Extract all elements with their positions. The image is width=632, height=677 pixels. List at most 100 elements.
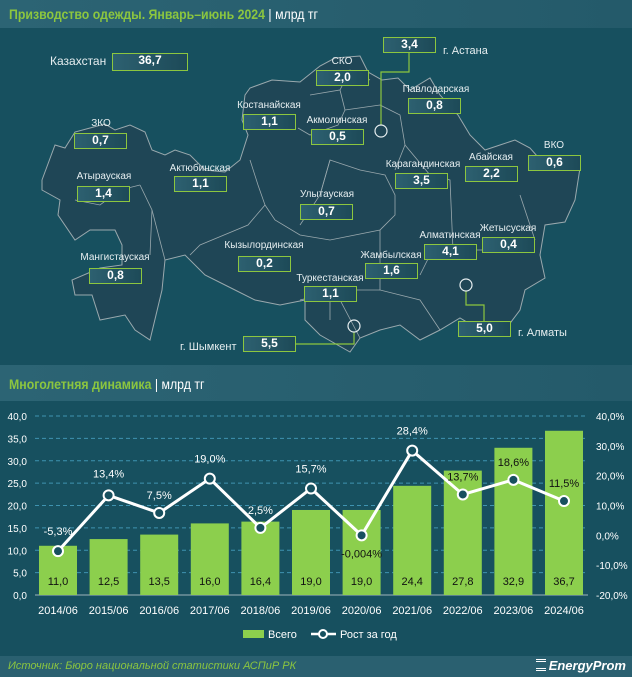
footer: Источник: Бюро национальной статистики А…	[0, 656, 632, 677]
growth-label: 28,4%	[397, 426, 428, 438]
legend-swatch-vsego	[243, 630, 264, 638]
growth-label: 15,7%	[295, 463, 326, 475]
y2-tick-label: 20,0%	[596, 472, 624, 483]
bar-vsego	[292, 509, 330, 595]
y-tick-label: 0,0	[13, 591, 27, 602]
growth-label: -5,3%	[44, 526, 73, 538]
astana-marker	[374, 124, 388, 138]
legend-marker-growth	[318, 629, 328, 639]
city-label: г. Астана	[443, 45, 488, 57]
x-tick-label: 2019/06	[291, 605, 331, 617]
region-value: 1,6	[365, 263, 418, 279]
y-tick-label: 10,0	[8, 546, 28, 557]
region-label: Абайская	[469, 152, 513, 163]
region-label: Атырауская	[76, 171, 132, 182]
map-title-unit: млрд тг	[275, 6, 319, 22]
y2-tick-label: -20,0%	[596, 591, 628, 602]
growth-point	[558, 495, 570, 508]
region-value: 0,6	[528, 155, 581, 171]
growth-label: -0,004%	[341, 548, 382, 560]
growth-point	[52, 545, 64, 558]
region-label: Жамбылская	[360, 250, 422, 261]
region-label: Жетысуская	[479, 223, 537, 234]
x-tick-label: 2018/06	[241, 605, 281, 617]
region-value: 0,7	[74, 133, 127, 149]
growth-point	[406, 444, 419, 457]
bar-vsego	[393, 485, 432, 595]
region-label: Павлодарская	[402, 84, 470, 95]
city-connectors	[296, 53, 485, 345]
chart-header	[0, 365, 632, 401]
bar-value-label: 11,0	[48, 576, 69, 588]
x-tick-label: 2021/06	[392, 605, 432, 617]
x-tick-label: 2020/06	[342, 605, 382, 617]
total-label: Казахстан	[50, 54, 107, 68]
region-label: Кызылординская	[224, 240, 304, 251]
bar-value-label: 19,0	[300, 576, 321, 588]
growth-point	[254, 521, 267, 534]
growth-label: 2,5%	[248, 505, 273, 517]
region-value: 0,8	[89, 268, 142, 284]
y-tick-label: 30,0	[8, 457, 28, 468]
y-tick-label: 40,0	[8, 412, 28, 423]
growth-point	[153, 506, 166, 519]
region-label: Алматинская	[419, 230, 481, 241]
y-tick-label: 5,0	[13, 569, 27, 580]
growth-label: 19,0%	[194, 454, 225, 466]
region-label: ВКО	[543, 140, 565, 151]
city-label: г. Шымкент	[180, 341, 237, 353]
region-value: 1,1	[304, 286, 357, 302]
region-label: Улытауская	[299, 189, 355, 200]
region-value: 3,5	[395, 173, 448, 189]
region-value: 0,2	[238, 256, 291, 272]
region-value: 0,8	[408, 98, 461, 114]
bar-vsego	[89, 539, 128, 595]
dynamics-chart: 0,0 5,0 10,0 15,0 20,0 25,0 30,0 35,0 40,0 -20,0%…	[8, 412, 628, 641]
y-tick-label: 20,0	[8, 502, 28, 513]
growth-label: 11,5%	[549, 478, 580, 490]
region-value: 0,5	[311, 129, 364, 145]
bar-value-label: 19,0	[351, 576, 372, 588]
x-tick-label: 2014/06	[38, 605, 78, 617]
chart-title-main: Многолетняя динамика	[9, 376, 152, 392]
region-label: Карагандинская	[385, 159, 461, 170]
y2-tick-label: 40,0%	[596, 412, 624, 423]
legend-label-vsego: Всего	[268, 629, 297, 641]
bar-vsego	[190, 523, 229, 595]
growth-point	[507, 473, 520, 486]
region-value: 2,2	[465, 166, 518, 182]
bar-value-label: 36,7	[553, 576, 574, 588]
bar-vsego	[494, 447, 533, 595]
bar-value-label: 16,4	[250, 576, 271, 588]
region-value: 1,1	[174, 176, 227, 192]
growth-point	[203, 472, 216, 485]
region-label: Туркестанская	[296, 273, 364, 284]
region-value: 1,1	[243, 114, 296, 130]
shymkent-marker	[347, 319, 361, 333]
growth-point	[305, 482, 317, 495]
x-tick-label: 2023/06	[494, 605, 534, 617]
growth-label: 13,4%	[93, 468, 124, 480]
y-tick-label: 25,0	[8, 479, 28, 490]
map-header	[0, 0, 632, 28]
region-label: Костанайская	[237, 100, 301, 111]
region-label: Мангистауская	[80, 252, 150, 263]
y2-tick-label: 0,0%	[596, 531, 619, 542]
x-tick-label: 2024/06	[544, 605, 584, 617]
bar-value-label: 24,4	[401, 576, 422, 588]
x-tick-label: 2016/06	[139, 605, 179, 617]
y-tick-label: 15,0	[8, 524, 28, 535]
region-label: ЗКО	[91, 118, 111, 129]
legend-label-growth: Рост за год	[340, 629, 397, 641]
bar-vsego	[140, 534, 179, 595]
city-label: г. Алматы	[518, 327, 567, 339]
region-label: СКО	[331, 56, 353, 67]
bar-value-label: 13,5	[148, 576, 169, 588]
growth-label: 13,7%	[447, 471, 478, 483]
map-title-main: Призводство одежды. Январь–июнь 2024	[9, 6, 266, 22]
region-value: 2,0	[316, 70, 369, 86]
region-label: Акмолинская	[306, 115, 368, 126]
growth-label: 7,5%	[147, 490, 172, 502]
growth-label: 18,6%	[498, 457, 529, 469]
region-value: 0,4	[482, 237, 535, 253]
